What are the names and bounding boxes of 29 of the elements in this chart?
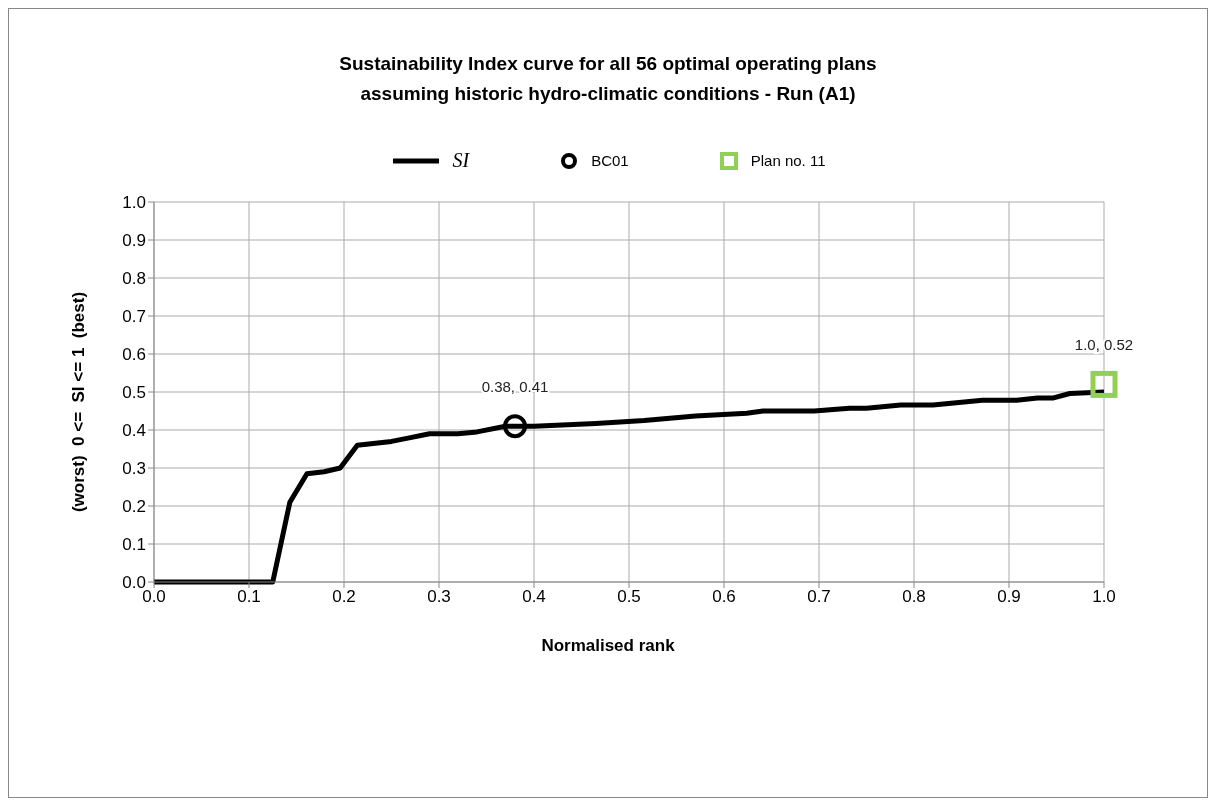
x-tick-label: 1.0 (1092, 587, 1116, 607)
y-tick-label: 1.0 (122, 193, 146, 213)
y-tick-label: 0.3 (122, 459, 146, 479)
x-tick-label: 0.2 (332, 587, 356, 607)
x-tick-label: 0.9 (997, 587, 1021, 607)
y-tick-label: 0.1 (122, 535, 146, 555)
y-tick-label: 0.5 (122, 383, 146, 403)
data-label: 0.38, 0.41 (481, 378, 549, 396)
legend-label: BC01 (591, 152, 629, 169)
chart-title: Sustainability Index curve for all 56 optimal operating plans assuming historic hydro-climatic conditions - Run (A1) (338, 52, 878, 106)
data-label: 1.0, 0.52 (1074, 336, 1134, 354)
y-tick-label: 0.2 (122, 497, 146, 517)
x-axis-title: Normalised rank (540, 636, 676, 656)
legend-label: Plan no. 11 (750, 152, 826, 169)
y-axis-title: (worst) 0 <= SI <= 1 (best) (69, 291, 89, 513)
x-tick-label: 0.3 (427, 587, 451, 607)
legend-label: SI (452, 149, 470, 172)
x-tick-label: 0.1 (237, 587, 261, 607)
x-tick-label: 0.5 (617, 587, 641, 607)
y-tick-label: 0.4 (122, 421, 146, 441)
y-tick-label: 0.6 (122, 345, 146, 365)
x-tick-label: 0.6 (712, 587, 736, 607)
x-tick-label: 0.7 (807, 587, 831, 607)
y-tick-label: 0.9 (122, 231, 146, 251)
y-tick-label: 0.8 (122, 269, 146, 289)
x-tick-label: 0.8 (902, 587, 926, 607)
y-tick-label: 0.7 (122, 307, 146, 327)
x-tick-label: 0.0 (142, 587, 166, 607)
x-tick-label: 0.4 (522, 587, 546, 607)
